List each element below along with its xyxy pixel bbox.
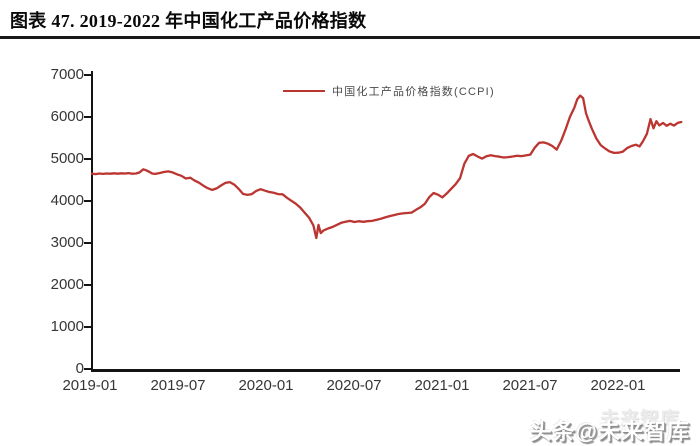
x-tick-label: 2019-07 — [150, 377, 206, 394]
y-tick-label: 6000 — [50, 108, 84, 125]
y-tick-label: 5000 — [50, 150, 84, 167]
y-tick — [84, 368, 91, 370]
title-divider — [0, 36, 700, 39]
x-tick-label: 2020-07 — [326, 377, 382, 394]
y-tick-label: 0 — [75, 360, 84, 377]
y-tick — [84, 116, 91, 118]
page-title: 图表 47. 2019-2022 年中国化工产品价格指数 — [10, 11, 367, 31]
y-tick — [84, 284, 91, 286]
y-tick — [84, 200, 91, 202]
y-tick-label: 4000 — [50, 192, 84, 209]
x-tick-label: 2021-01 — [414, 377, 470, 394]
y-tick-label: 3000 — [50, 234, 84, 251]
x-tick-label: 2022-01 — [590, 377, 646, 394]
y-axis-line — [90, 71, 93, 371]
x-tick-label: 2021-07 — [502, 377, 558, 394]
y-tick-label: 2000 — [50, 276, 84, 293]
watermark: 未来智库 头条@未来智库 — [454, 408, 694, 444]
y-tick-label: 7000 — [50, 66, 84, 83]
x-tick-label: 2019-01 — [62, 377, 118, 394]
x-axis-line — [90, 369, 680, 372]
y-tick — [84, 242, 91, 244]
y-tick — [84, 74, 91, 76]
ccpi-series-line — [90, 94, 683, 240]
legend-label: 中国化工产品价格指数(CCPI) — [332, 86, 495, 98]
legend-line-swatch — [283, 89, 325, 93]
y-tick — [84, 158, 91, 160]
y-tick-label: 1000 — [50, 318, 84, 335]
watermark-main-text: 头条@未来智库 — [529, 419, 690, 444]
x-tick-label: 2020-01 — [238, 377, 294, 394]
watermark-ghost-text: 未来智库 — [599, 409, 680, 430]
y-tick — [84, 326, 91, 328]
chart-legend: 中国化工产品价格指数(CCPI) — [283, 83, 495, 99]
ccpi-line-chart — [90, 94, 683, 240]
